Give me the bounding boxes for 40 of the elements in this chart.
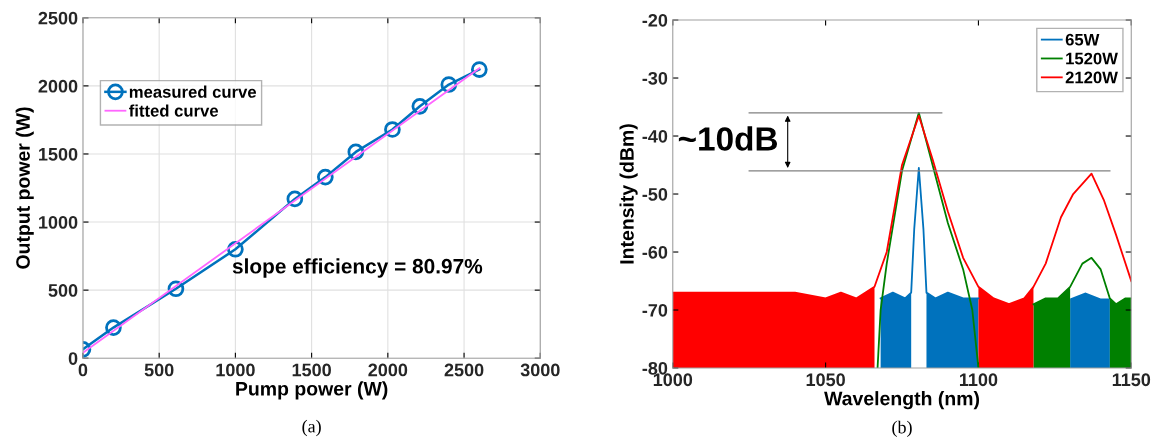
annotation: ~10dB [678, 126, 778, 151]
y-tick-label: 2000 [38, 79, 78, 93]
x-tick-label: 2000 [368, 363, 408, 377]
y-tick-label: 1000 [39, 215, 78, 229]
y-tick-label: 1500 [39, 147, 78, 161]
y-tick-label: -80 [642, 361, 668, 375]
text: (a) [302, 419, 321, 437]
x-tick-label: 500 [144, 363, 174, 377]
legend-label: 1520W [1066, 52, 1118, 65]
point [470, 61, 488, 78]
point [105, 319, 122, 336]
x-tick-label: 1100 [959, 373, 998, 387]
y-tick-label: -70 [642, 303, 668, 317]
x-axis-title: Wavelength (nm) [824, 391, 980, 410]
y-tick-label: 500 [48, 284, 78, 297]
x-tick-label: 1000 [653, 373, 693, 387]
point [440, 76, 458, 93]
y-tick-label: 0 [68, 352, 78, 365]
x-tick-label: 1500 [292, 363, 331, 377]
y-tick-label: -60 [642, 245, 668, 259]
x-tick-label: 0 [78, 363, 88, 377]
y-tick-label: -20 [642, 13, 668, 27]
legend-label: 65W [1065, 33, 1100, 46]
x-tick-label: 1150 [1112, 373, 1151, 387]
y-tick-label: -40 [642, 129, 668, 143]
annotation: slope efficiency = 80.97% [232, 258, 483, 278]
legend-label: measured curve [129, 85, 257, 98]
text: (b) [892, 420, 912, 438]
y-tick-label: -30 [642, 71, 668, 85]
x-tick-label: 3000 [520, 363, 560, 377]
x-tick-label: 1050 [806, 373, 845, 387]
x-tick-label: 1000 [216, 363, 255, 377]
y-tick-label: 2500 [38, 11, 78, 25]
legend-label: fitted curve [129, 104, 219, 117]
legend-label: 2120W [1065, 71, 1118, 84]
x-tick-label: 2500 [444, 363, 484, 377]
y-axis-title: Intensity (dBm) [619, 124, 638, 264]
y-tick-label: -50 [642, 187, 668, 201]
y-axis-title: Output power (W) [15, 107, 34, 269]
x-axis-title: Pump power (W) [236, 381, 388, 400]
